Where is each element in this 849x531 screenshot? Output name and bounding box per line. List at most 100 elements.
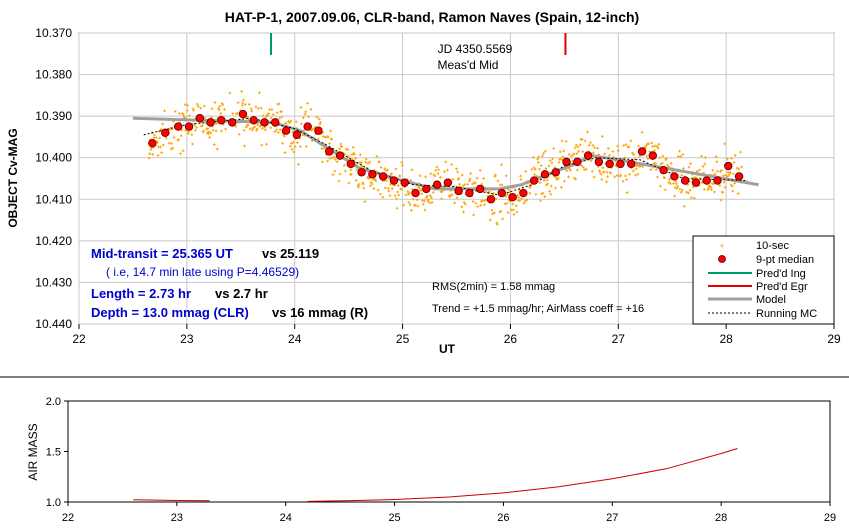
data-point <box>580 138 584 141</box>
data-point <box>181 149 185 153</box>
legend-label-median: 9-pt median <box>756 254 814 266</box>
data-point <box>572 152 576 156</box>
data-point <box>471 200 475 203</box>
median-point <box>551 168 560 177</box>
data-point <box>201 124 204 128</box>
data-point <box>644 144 648 147</box>
data-point <box>554 186 557 190</box>
data-point <box>243 144 246 148</box>
data-point <box>388 194 392 197</box>
data-point <box>512 208 515 212</box>
median-point <box>713 176 722 185</box>
data-point <box>450 163 453 166</box>
data-point <box>280 110 283 113</box>
data-point <box>202 129 205 133</box>
data-point <box>290 142 293 145</box>
data-point <box>666 163 669 167</box>
data-point <box>529 185 532 189</box>
data-point <box>740 165 744 169</box>
data-point <box>557 176 560 180</box>
median-point <box>454 186 463 196</box>
data-point <box>672 182 675 185</box>
data-point <box>547 164 551 168</box>
data-point <box>206 127 210 130</box>
data-point <box>543 195 547 198</box>
airmass-x-tick-label: 28 <box>715 512 727 524</box>
y-tick-label: 10.400 <box>35 151 72 165</box>
data-point <box>277 102 281 106</box>
data-point <box>650 141 653 145</box>
data-point <box>508 191 512 194</box>
data-point <box>505 202 509 205</box>
data-point <box>251 126 255 130</box>
data-point <box>328 142 331 145</box>
data-point <box>472 213 475 217</box>
data-point <box>701 165 705 168</box>
data-point <box>564 140 568 143</box>
data-point <box>264 128 267 132</box>
data-point <box>518 199 522 203</box>
data-point <box>375 155 379 158</box>
length-vs-text: vs 2.7 hr <box>215 286 268 301</box>
data-point <box>248 103 251 106</box>
data-point <box>167 141 171 145</box>
data-point <box>172 136 176 139</box>
median-point <box>206 118 215 127</box>
data-point <box>593 146 596 149</box>
legend: + 10-sec 9-pt median Pred'd Ing Pred'd E… <box>692 235 835 325</box>
data-point <box>258 125 262 128</box>
data-point <box>573 146 577 150</box>
data-point <box>660 162 664 165</box>
data-point <box>372 187 376 191</box>
data-point <box>322 147 326 150</box>
data-point <box>318 122 322 126</box>
median-point <box>616 159 625 169</box>
data-point <box>602 170 606 174</box>
legend-symbol-10sec: + <box>719 241 724 251</box>
data-point <box>474 181 477 185</box>
data-point <box>713 190 716 194</box>
median-point <box>411 188 420 198</box>
data-point <box>427 198 430 202</box>
data-point <box>347 155 350 158</box>
data-point <box>259 106 263 110</box>
data-point <box>240 104 244 107</box>
data-point <box>600 178 604 181</box>
data-point <box>435 165 439 169</box>
data-point <box>636 172 640 176</box>
data-point <box>246 123 250 127</box>
data-point <box>315 115 319 119</box>
data-point <box>707 186 710 190</box>
data-point <box>332 155 336 159</box>
data-point <box>340 145 344 148</box>
data-point <box>515 204 518 208</box>
data-point <box>423 208 427 212</box>
data-point <box>398 174 402 178</box>
data-point <box>482 177 485 180</box>
data-point <box>319 121 322 124</box>
data-point <box>680 174 684 177</box>
data-point <box>231 112 235 115</box>
data-point <box>501 217 504 221</box>
data-point <box>195 102 199 106</box>
data-point <box>500 163 503 167</box>
data-point <box>644 146 647 150</box>
median-point <box>227 118 237 127</box>
median-point <box>238 109 248 119</box>
data-point <box>420 192 424 196</box>
x-tick-label: 29 <box>827 332 841 346</box>
data-point <box>178 112 181 115</box>
data-point <box>265 142 268 146</box>
median-point <box>702 176 711 185</box>
median-point <box>184 122 194 131</box>
median-point <box>508 193 517 202</box>
data-point <box>545 178 549 182</box>
data-point <box>216 147 219 151</box>
data-point <box>291 130 294 134</box>
data-point <box>687 165 691 169</box>
median-point <box>346 159 355 169</box>
data-point <box>721 191 725 194</box>
data-point <box>629 139 633 143</box>
data-point <box>711 168 714 172</box>
data-point <box>267 112 271 115</box>
